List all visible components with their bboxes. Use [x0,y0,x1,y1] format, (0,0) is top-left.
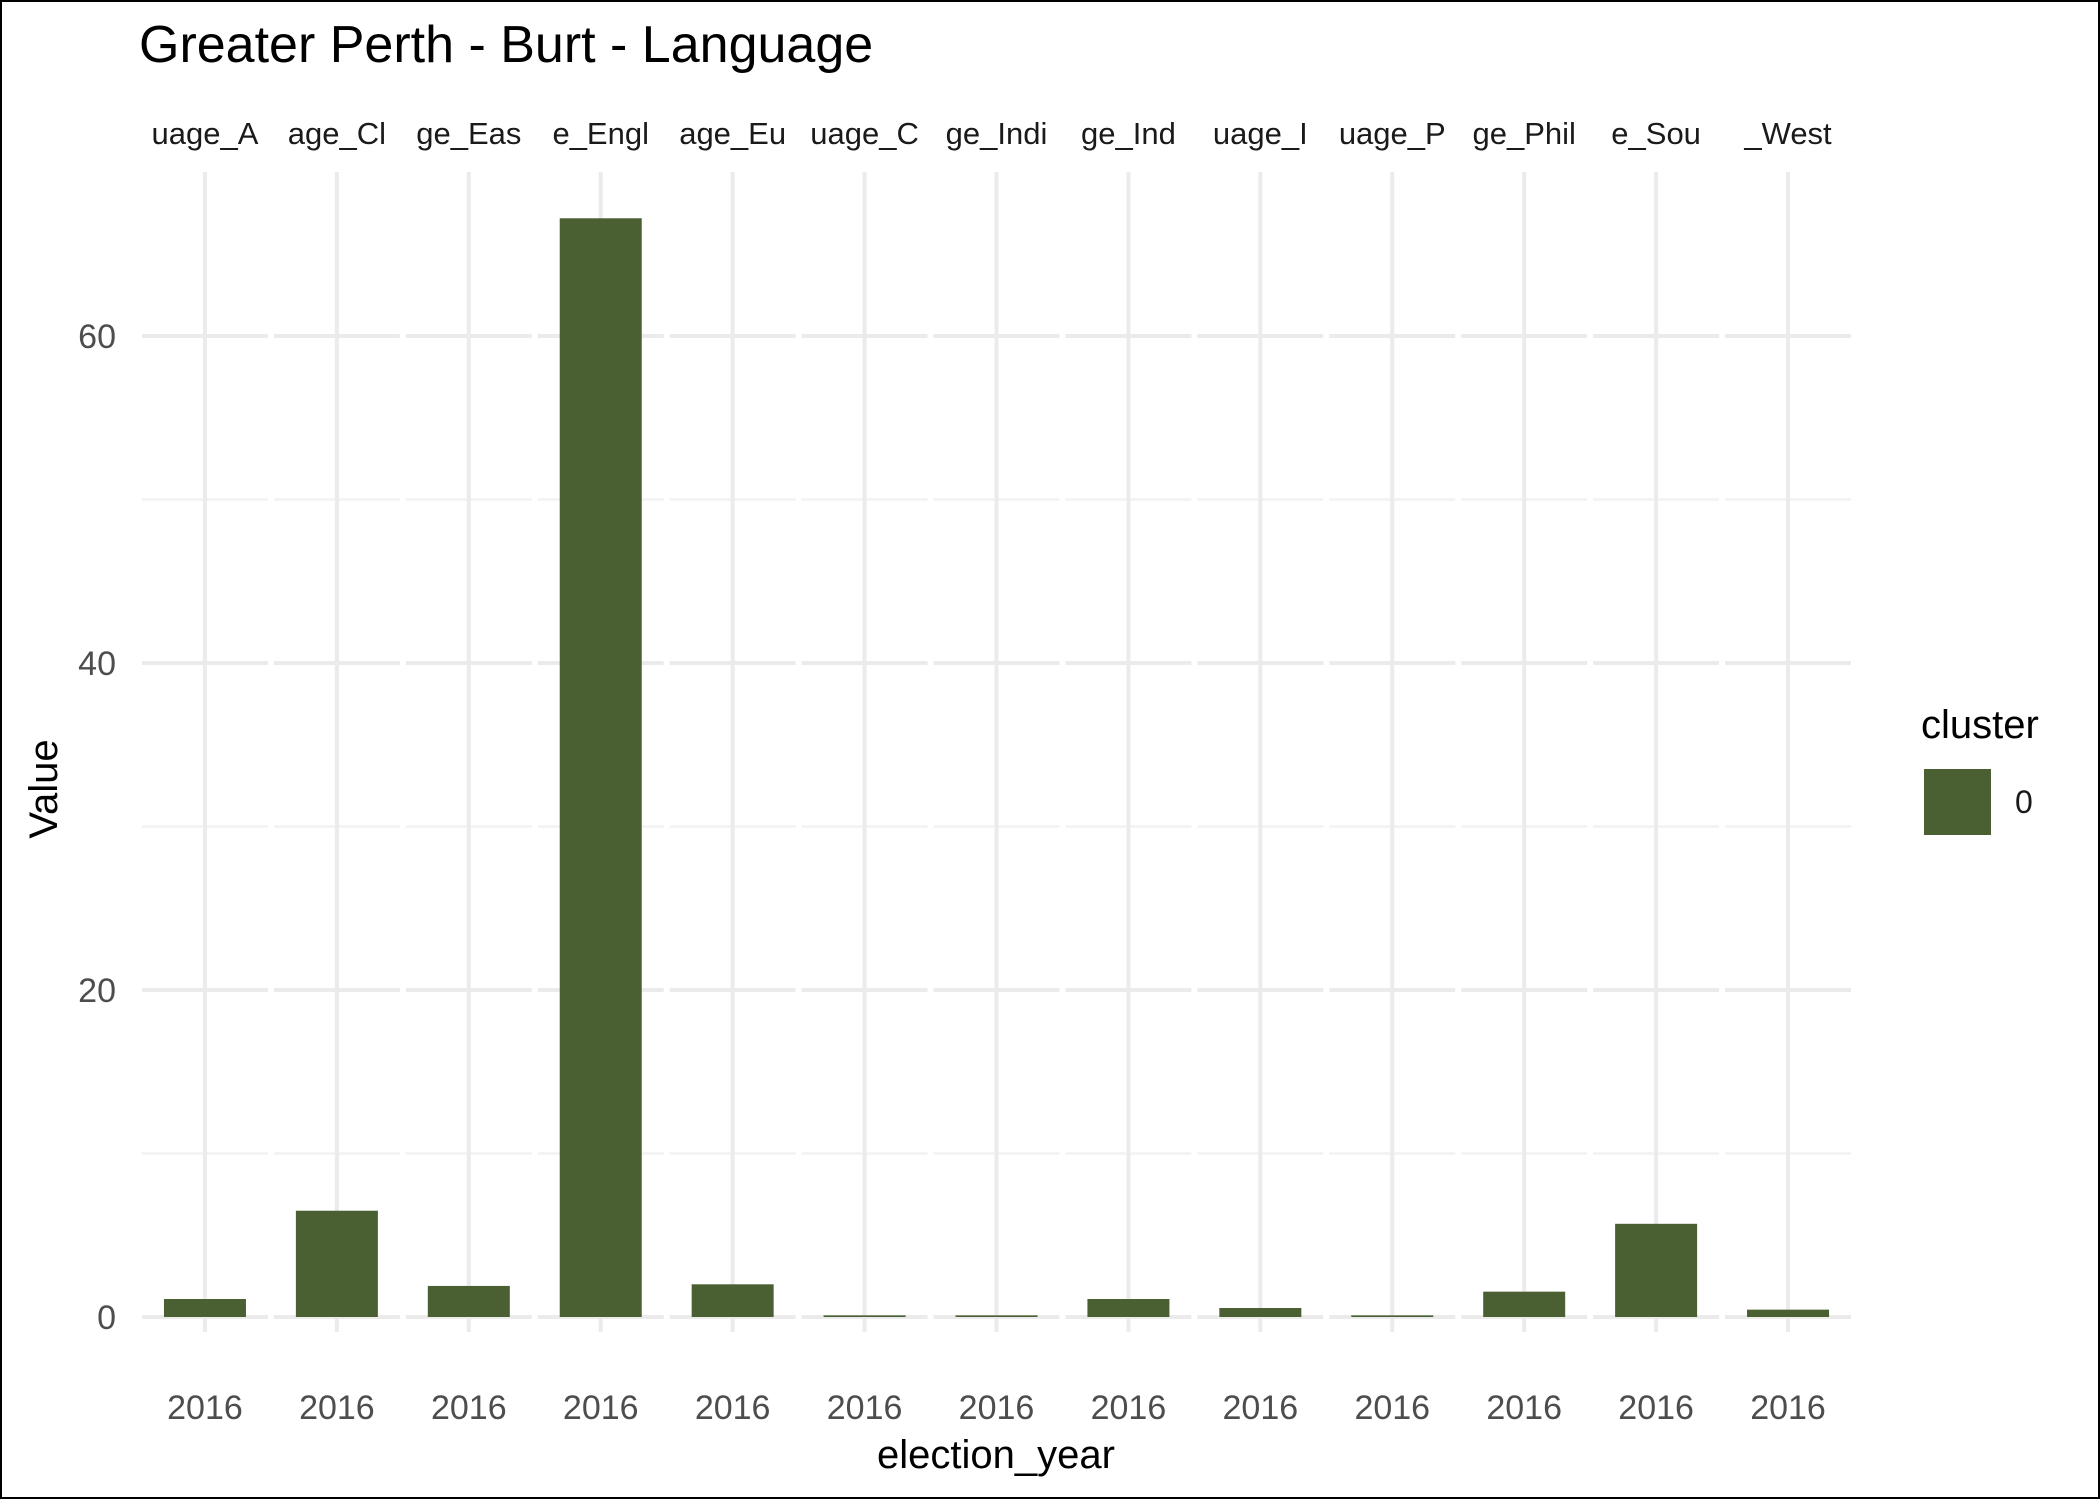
facet-strip-label: uage_A [152,116,259,151]
legend-label: 0 [2015,784,2033,820]
x-tick-label: 2016 [563,1389,639,1427]
x-tick-label: 2016 [1486,1389,1562,1427]
x-tick-label: 2016 [827,1389,903,1427]
y-tick-label: 20 [78,972,116,1010]
bars [163,218,1830,1317]
facet-strip-labels: uage_A age_Cl ge_Eas e_Engl age_Eu uage_C ge_I… [152,116,1833,151]
facet-strip-label: uage_C [810,116,919,151]
bar [1219,1308,1302,1317]
facet-strip-label: age_Eu [679,116,786,151]
bar [427,1285,510,1317]
bar [559,218,642,1317]
y-axis-title: Value [22,739,66,838]
bar [1087,1299,1170,1317]
bar [295,1210,378,1317]
facet-strip-label: uage_P [1339,116,1446,151]
x-tick-label: 2016 [1091,1389,1167,1427]
facet-strip-label: uage_I [1213,116,1308,151]
x-tick-label: 2016 [1354,1389,1430,1427]
x-tick-label: 2016 [695,1389,771,1427]
bar [1615,1223,1698,1317]
x-tick-label: 2016 [959,1389,1035,1427]
bar [823,1315,906,1317]
x-axis-title: election_year [877,1433,1115,1477]
facet-strip-label: _West [1743,116,1832,151]
chart-title: Greater Perth - Burt - Language [139,16,873,74]
bar [1747,1309,1830,1317]
facet-strip-label: e_Engl [552,116,649,151]
facet-strip-label: ge_Indi [946,116,1048,151]
y-tick-label: 60 [78,318,116,356]
facet-strip-label: ge_Phil [1472,116,1575,151]
bar [691,1284,774,1317]
legend-title: cluster [1921,703,2039,747]
x-tick-label: 2016 [1750,1389,1826,1427]
facet-strip-label: ge_Ind [1081,116,1176,151]
bar [955,1315,1038,1317]
bar [1483,1291,1566,1317]
y-tick-label: 0 [97,1299,116,1337]
bar [163,1299,246,1317]
facet-strip-label: e_Sou [1611,116,1701,151]
legend-key-swatch [1924,769,1991,835]
facet-strip-label: age_Cl [288,116,386,151]
x-tick-label: 2016 [1223,1389,1299,1427]
grid-lines [142,172,1851,1332]
x-tick-label: 2016 [167,1389,243,1427]
x-tick-label: 2016 [299,1389,375,1427]
facet-strip-label: ge_Eas [416,116,521,151]
y-tick-label: 40 [78,645,116,683]
x-tick-label: 2016 [1618,1389,1694,1427]
legend: cluster 0 [1921,703,2039,835]
x-axis-ticks: 2016 2016 2016 2016 2016 2016 2016 2016 2016 2016… [167,1389,1826,1427]
x-tick-label: 2016 [431,1389,507,1427]
bar [1351,1315,1434,1317]
y-axis-ticks: 0 20 40 60 [78,318,116,1337]
